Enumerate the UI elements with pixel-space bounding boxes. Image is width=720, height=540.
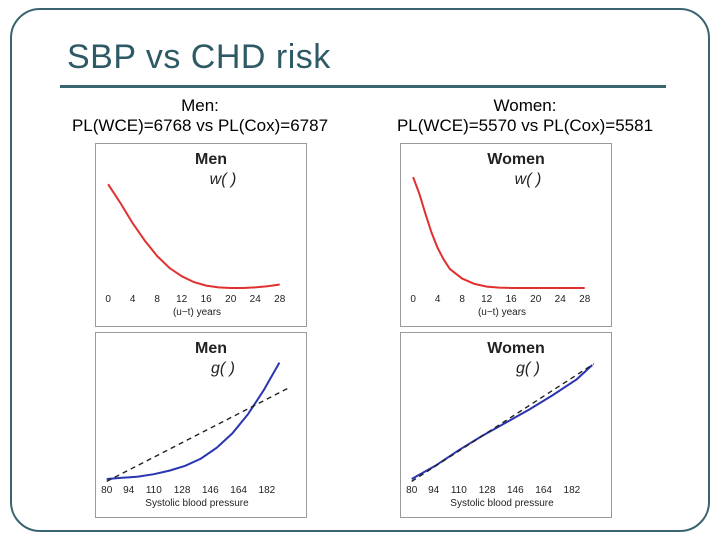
women-g-series-cox-line [411,363,595,482]
men-w-xtick-3: 12 [176,294,188,305]
men-stats: PL(WCE)=6768 vs PL(Cox)=6787 [71,116,329,135]
women-g-xtick-2: 110 [451,485,467,496]
men-g-xtick-6: 182 [259,485,276,496]
slide-title: SBP vs CHD risk [67,38,331,76]
men-w-title: Men [195,151,227,168]
men-w-xtick-0: 0 [105,294,111,305]
women-w-xtick-3: 12 [481,294,493,305]
chart-panel-women-w: Women w( ) 0 4 8 12 16 20 24 28 (u−t) years [400,143,612,327]
men-g-series-g-line [106,362,281,480]
women-w-title: Women [487,151,544,168]
women-w-xtick-2: 8 [459,294,465,305]
men-w-xtick-6: 24 [250,294,262,305]
women-w-xtick-0: 0 [410,294,416,305]
women-g-xtick-1: 94 [428,485,440,496]
women-w-annotation: w( ) [515,171,542,188]
men-g-title: Men [195,340,227,357]
men-w-annotation: w( ) [210,171,237,188]
men-g-xtick-1: 94 [123,485,135,496]
women-w-xlabel: (u−t) years [478,307,526,318]
men-g-xlabel: Systolic blood pressure [145,498,249,509]
men-w-xtick-4: 16 [201,294,213,305]
men-subtitle: Men: PL(WCE)=6768 vs PL(Cox)=6787 [40,96,360,136]
women-g-title: Women [487,340,544,357]
women-w-series-w-line [412,176,585,289]
chart-panel-men-w: Men w( ) 0 4 8 12 16 20 24 28 (u−t) years [95,143,307,327]
men-g-annotation: g( ) [211,360,235,377]
women-g-xtick-4: 146 [507,485,524,496]
chart-panel-women-g: Women g( ) 80 94 110 128 146 164 182 Systolic blo… [400,332,612,518]
chart-women-g: Women g( ) 80 94 110 128 146 164 182 Systolic blo… [406,340,595,509]
slide-frame [10,8,710,532]
women-subtitle: Women: PL(WCE)=5570 vs PL(Cox)=5581 [370,96,680,136]
men-g-xtick-2: 110 [146,485,162,496]
chart-men-w: Men w( ) 0 4 8 12 16 20 24 28 (u−t) years [105,151,286,318]
men-g-xtick-0: 80 [101,485,113,496]
women-g-xtick-3: 128 [479,485,496,496]
men-label: Men: [181,96,219,115]
men-w-xtick-2: 8 [154,294,160,305]
men-w-xtick-5: 20 [225,294,237,305]
men-w-xlabel: (u−t) years [173,307,221,318]
women-w-xtick-5: 20 [530,294,542,305]
women-g-xtick-6: 182 [564,485,581,496]
men-g-xtick-4: 146 [202,485,219,496]
women-w-xtick-7: 28 [579,294,591,305]
men-g-xtick-3: 128 [174,485,191,496]
women-g-annotation: g( ) [516,360,540,377]
men-w-series-w-line [107,183,280,289]
men-w-xtick-7: 28 [274,294,286,305]
women-g-xtick-0: 80 [406,485,418,496]
women-g-xlabel: Systolic blood pressure [450,498,554,509]
title-rule [60,85,666,88]
chart-panel-men-g: Men g( ) 80 94 110 128 146 164 182 Systolic blood… [95,332,307,518]
women-stats: PL(WCE)=5570 vs PL(Cox)=5581 [396,116,654,135]
women-w-xtick-6: 24 [555,294,567,305]
women-w-xtick-4: 16 [506,294,518,305]
men-g-series-cox-line [106,387,290,483]
men-g-xtick-5: 164 [230,485,247,496]
women-w-xtick-1: 4 [435,294,441,305]
men-w-xtick-1: 4 [130,294,136,305]
chart-men-g: Men g( ) 80 94 110 128 146 164 182 Systolic blood… [101,340,290,509]
chart-women-w: Women w( ) 0 4 8 12 16 20 24 28 (u−t) years [410,151,591,318]
women-label: Women: [493,96,557,115]
women-g-xtick-5: 164 [535,485,552,496]
